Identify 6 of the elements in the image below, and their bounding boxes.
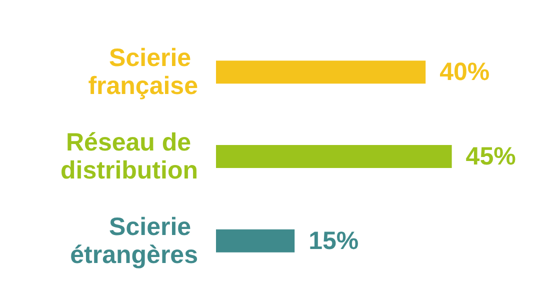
data-label: 40% xyxy=(440,58,490,86)
data-label: 45% xyxy=(466,142,516,170)
data-label: 15% xyxy=(308,226,359,255)
y-tick-label: Scierie étrangères xyxy=(70,212,198,269)
y-tick-label: Réseau de distribution xyxy=(60,128,198,184)
y-tick-label: Scierie française xyxy=(88,44,198,100)
